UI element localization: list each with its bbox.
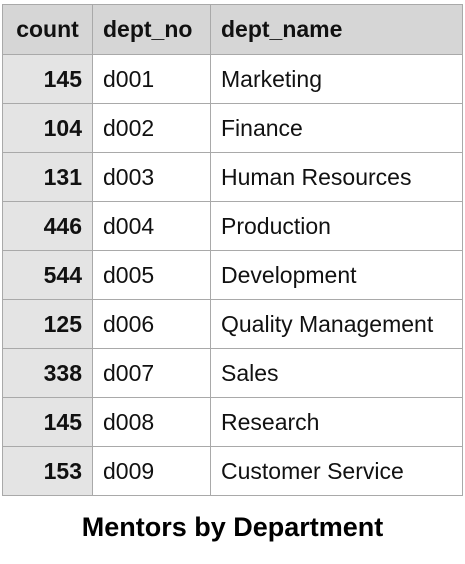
table-row: 544 d005 Development <box>2 250 463 300</box>
count-cell: 446 <box>2 201 93 251</box>
count-cell: 131 <box>2 152 93 202</box>
dept-no-cell: d004 <box>92 201 211 251</box>
dept-name-cell: Human Resources <box>210 152 463 202</box>
count-cell: 544 <box>2 250 93 300</box>
dept-name-cell: Quality Management <box>210 299 463 349</box>
dept-name-cell: Customer Service <box>210 446 463 496</box>
table-caption: Mentors by Department <box>81 512 384 542</box>
dept-no-cell: d002 <box>92 103 211 153</box>
column-header-count: count <box>2 4 93 55</box>
count-cell: 338 <box>2 348 93 398</box>
table-row: 125 d006 Quality Management <box>2 299 463 349</box>
column-header-dept-no: dept_no <box>92 4 211 55</box>
mentors-table: count dept_no dept_name 145 d001 Marketi… <box>2 4 463 496</box>
table-row: 446 d004 Production <box>2 201 463 251</box>
dept-name-cell: Finance <box>210 103 463 153</box>
table-row: 338 d007 Sales <box>2 348 463 398</box>
column-header-dept-name: dept_name <box>210 4 463 55</box>
count-cell: 125 <box>2 299 93 349</box>
data-table-container: count dept_no dept_name 145 d001 Marketi… <box>2 4 463 496</box>
dept-no-cell: d003 <box>92 152 211 202</box>
dept-name-cell: Marketing <box>210 54 463 104</box>
table-row: 145 d001 Marketing <box>2 54 463 104</box>
dept-no-cell: d008 <box>92 397 211 447</box>
dept-no-cell: d001 <box>92 54 211 104</box>
count-cell: 104 <box>2 103 93 153</box>
table-row: 131 d003 Human Resources <box>2 152 463 202</box>
count-cell: 153 <box>2 446 93 496</box>
dept-no-cell: d006 <box>92 299 211 349</box>
dept-no-cell: d005 <box>92 250 211 300</box>
dept-name-cell: Sales <box>210 348 463 398</box>
count-cell: 145 <box>2 397 93 447</box>
table-row: 104 d002 Finance <box>2 103 463 153</box>
dept-name-cell: Production <box>210 201 463 251</box>
table-row: 145 d008 Research <box>2 397 463 447</box>
dept-no-cell: d009 <box>92 446 211 496</box>
count-cell: 145 <box>2 54 93 104</box>
dept-no-cell: d007 <box>92 348 211 398</box>
dept-name-cell: Research <box>210 397 463 447</box>
table-row: 153 d009 Customer Service <box>2 446 463 496</box>
table-header-row: count dept_no dept_name <box>2 4 463 55</box>
dept-name-cell: Development <box>210 250 463 300</box>
